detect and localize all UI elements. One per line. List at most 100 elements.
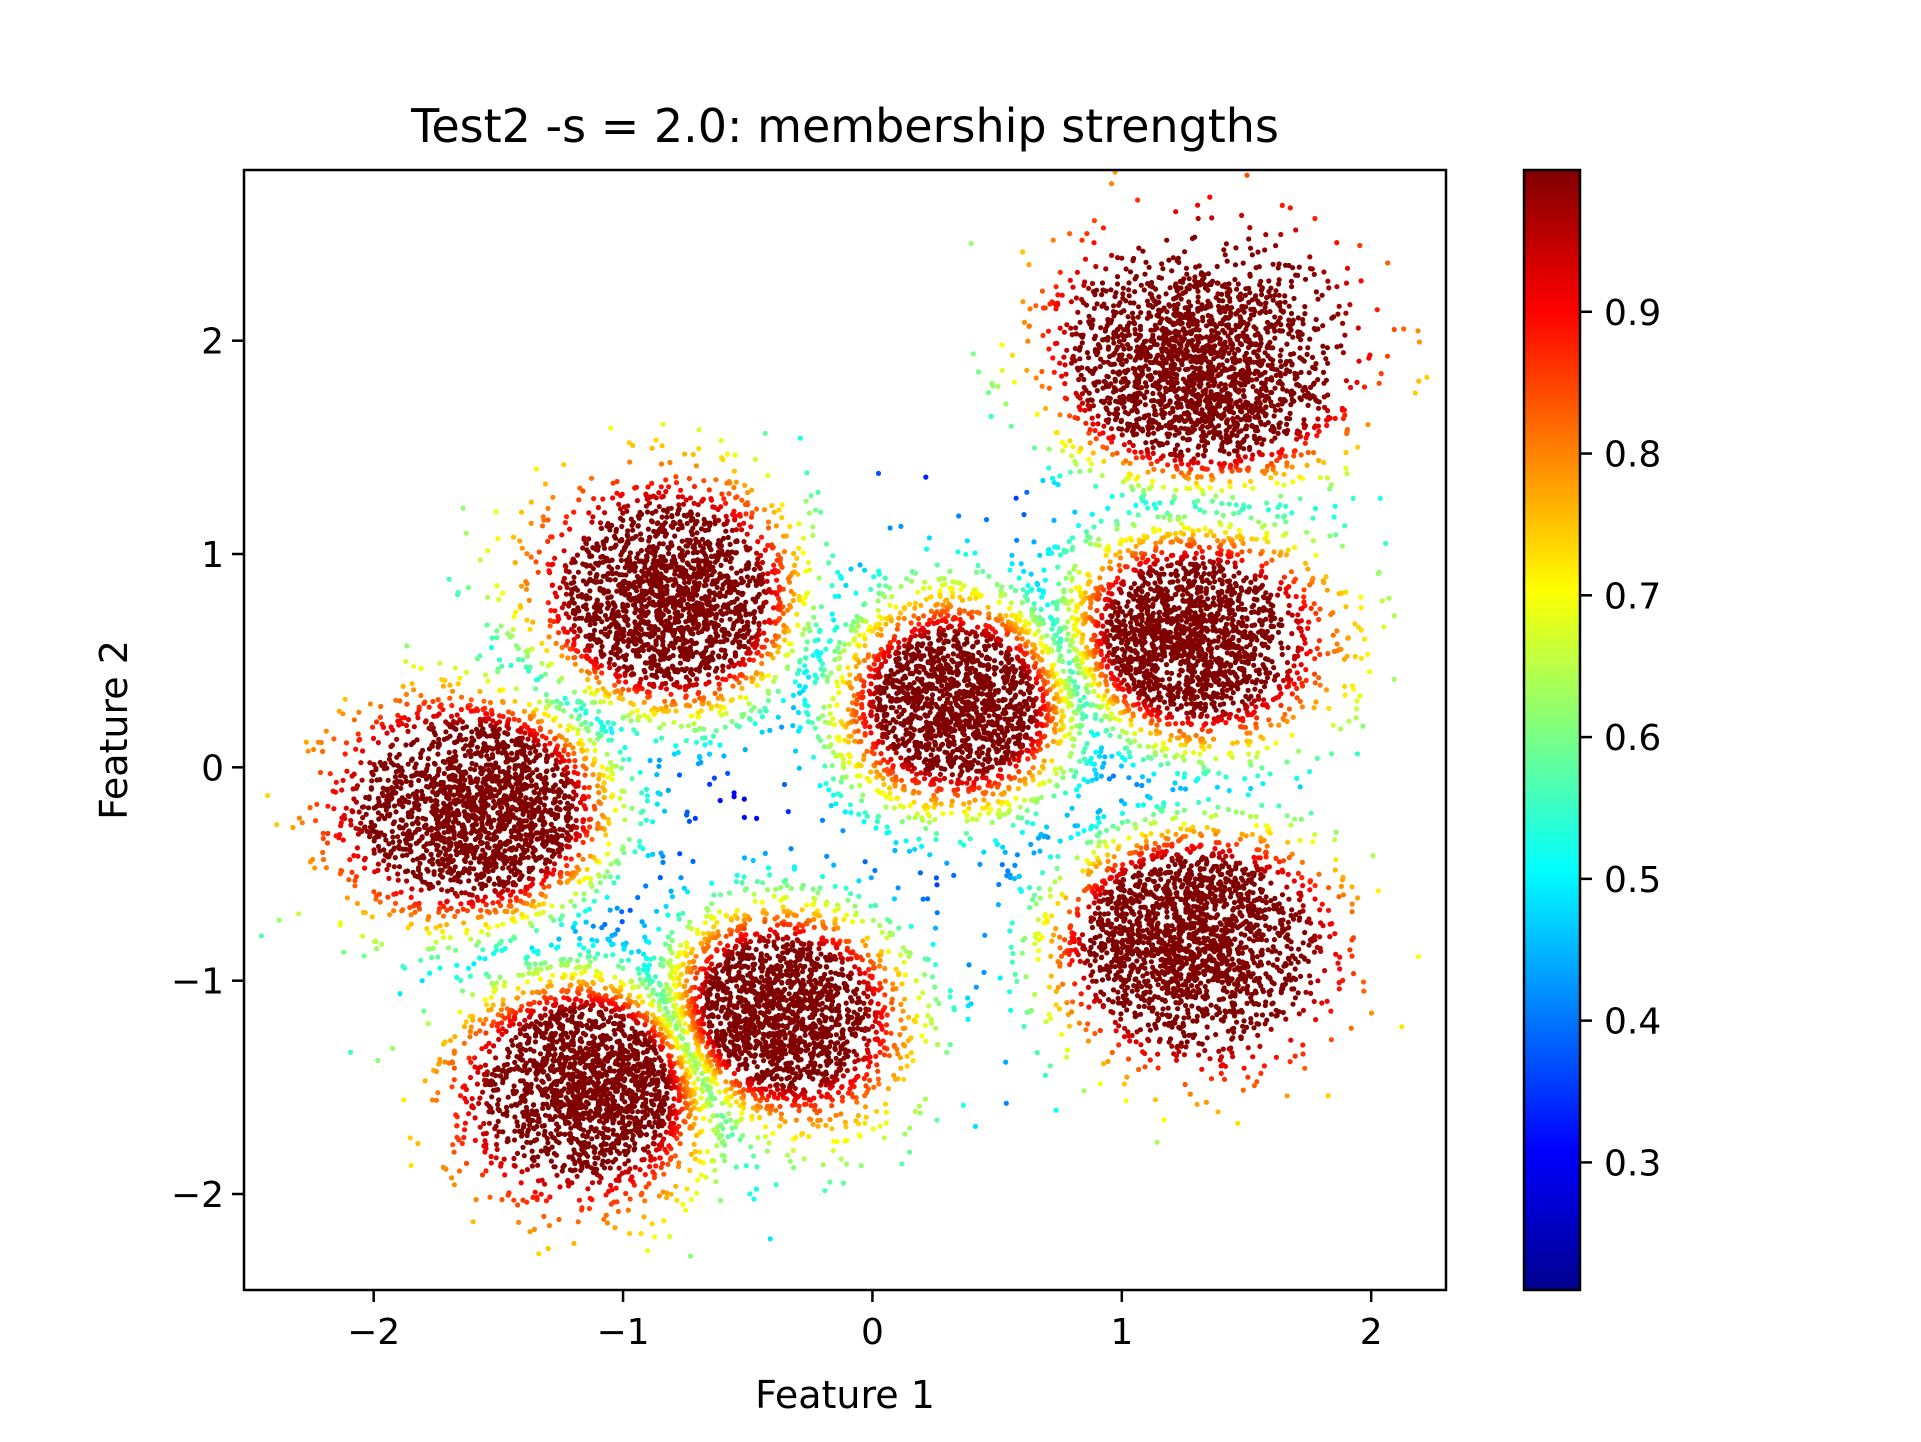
data-point bbox=[691, 958, 697, 965]
data-point bbox=[741, 874, 747, 880]
data-point bbox=[627, 459, 633, 465]
data-point bbox=[882, 1101, 889, 1107]
data-point bbox=[1031, 445, 1038, 451]
data-point bbox=[1060, 775, 1066, 781]
data-point bbox=[450, 1060, 456, 1066]
data-point bbox=[611, 1199, 617, 1205]
data-point bbox=[1007, 567, 1013, 573]
data-point bbox=[1156, 527, 1162, 533]
data-point bbox=[585, 676, 591, 683]
data-point bbox=[1057, 934, 1063, 940]
data-point bbox=[848, 566, 854, 572]
data-point bbox=[799, 885, 805, 892]
data-point bbox=[868, 586, 874, 593]
data-point bbox=[1054, 865, 1060, 872]
data-point bbox=[541, 901, 547, 907]
data-point bbox=[999, 862, 1005, 868]
data-point bbox=[1274, 513, 1281, 519]
data-point bbox=[720, 1114, 726, 1120]
data-point bbox=[723, 1119, 729, 1125]
data-point bbox=[1316, 638, 1322, 644]
data-point bbox=[835, 569, 841, 576]
data-point bbox=[512, 560, 518, 566]
data-point bbox=[1057, 875, 1063, 881]
data-point bbox=[713, 1178, 719, 1185]
data-point bbox=[1312, 505, 1318, 512]
data-point bbox=[1075, 896, 1081, 903]
data-point bbox=[447, 934, 453, 941]
data-point bbox=[891, 896, 898, 902]
data-point bbox=[842, 641, 848, 648]
data-point bbox=[1063, 548, 1070, 554]
data-point bbox=[817, 1117, 823, 1123]
data-point bbox=[804, 639, 810, 645]
data-point bbox=[519, 657, 526, 663]
data-point bbox=[823, 541, 830, 547]
data-point bbox=[482, 672, 489, 678]
data-point bbox=[1013, 795, 1019, 802]
data-point bbox=[854, 619, 860, 625]
data-point bbox=[370, 724, 376, 730]
data-point bbox=[856, 1132, 862, 1138]
data-point bbox=[1358, 594, 1364, 600]
data-point bbox=[1246, 751, 1252, 757]
data-point bbox=[477, 1028, 483, 1034]
data-point bbox=[959, 597, 966, 604]
data-point bbox=[797, 725, 803, 731]
data-point bbox=[1254, 715, 1260, 721]
data-point bbox=[1137, 743, 1143, 749]
data-point bbox=[707, 740, 713, 746]
data-point bbox=[716, 1135, 722, 1141]
data-point bbox=[719, 491, 725, 497]
data-point bbox=[474, 656, 481, 662]
data-point bbox=[603, 953, 609, 959]
data-point bbox=[494, 628, 500, 634]
data-point bbox=[688, 1151, 695, 1157]
data-point bbox=[936, 576, 942, 583]
data-point bbox=[485, 678, 491, 684]
data-point bbox=[921, 613, 927, 619]
data-point bbox=[596, 771, 603, 778]
data-point bbox=[631, 727, 637, 733]
data-point bbox=[899, 981, 905, 987]
data-point bbox=[1083, 1027, 1089, 1033]
data-point bbox=[1030, 765, 1036, 771]
data-point bbox=[874, 787, 881, 794]
data-point bbox=[917, 1110, 923, 1116]
data-point bbox=[1291, 453, 1297, 459]
data-point bbox=[421, 700, 427, 707]
data-point bbox=[623, 1190, 629, 1197]
data-point bbox=[499, 1197, 505, 1203]
data-point bbox=[1168, 732, 1174, 739]
data-point bbox=[1103, 552, 1109, 559]
data-point bbox=[1328, 482, 1334, 488]
data-point bbox=[1068, 835, 1074, 841]
data-point bbox=[697, 725, 703, 732]
data-point bbox=[591, 803, 597, 809]
data-point bbox=[617, 795, 623, 802]
data-point bbox=[916, 836, 922, 842]
data-point bbox=[1325, 1093, 1331, 1099]
data-point bbox=[673, 474, 679, 480]
data-point bbox=[549, 903, 555, 909]
data-point bbox=[926, 1003, 932, 1009]
data-point bbox=[649, 1019, 656, 1025]
data-point bbox=[378, 703, 384, 710]
data-point bbox=[1242, 482, 1248, 488]
data-point bbox=[906, 815, 912, 821]
data-point bbox=[580, 763, 586, 769]
data-point bbox=[1181, 514, 1188, 520]
data-point bbox=[1202, 526, 1208, 532]
data-point bbox=[1155, 514, 1161, 520]
data-point bbox=[983, 517, 990, 523]
data-point bbox=[790, 1165, 797, 1171]
data-point bbox=[759, 899, 766, 905]
data-point bbox=[494, 923, 500, 929]
data-point bbox=[539, 523, 546, 529]
data-point bbox=[862, 567, 868, 573]
data-point bbox=[347, 857, 353, 863]
data-point bbox=[1035, 917, 1041, 923]
data-point bbox=[886, 829, 892, 835]
data-point bbox=[876, 582, 882, 589]
data-point bbox=[843, 582, 849, 589]
